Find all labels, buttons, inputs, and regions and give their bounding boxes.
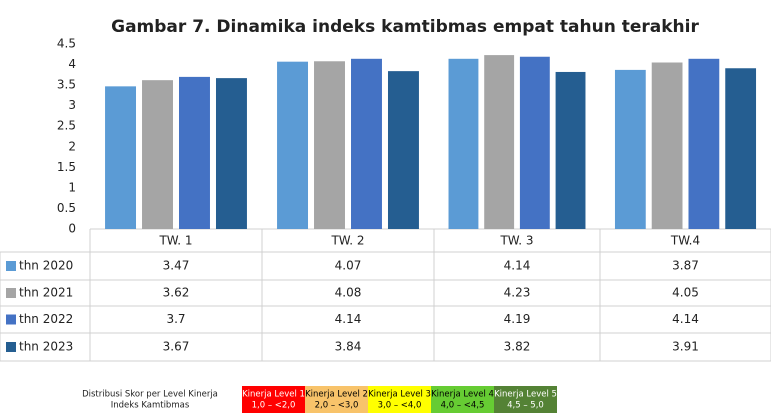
table-cell: 4.08 [335, 286, 362, 300]
legend-label: thn 2022 [19, 312, 73, 326]
table-cell: 4.23 [504, 286, 531, 300]
legend-swatch [6, 314, 16, 325]
y-tick-label: 1 [68, 180, 76, 194]
chart-title: Gambar 7. Dinamika indeks kamtibmas empa… [111, 17, 699, 37]
bar [555, 71, 586, 229]
y-tick-label: 2 [68, 139, 76, 153]
bar [387, 71, 419, 229]
bar [215, 78, 247, 229]
legend-swatch [6, 261, 16, 271]
table-cell: 3.62 [163, 286, 190, 300]
level-range: 3,0 – <4,0 [378, 401, 422, 411]
bar [105, 86, 137, 229]
table-cell: 4.14 [672, 312, 699, 326]
bar [351, 58, 382, 229]
x-tick-label: TW. 1 [158, 234, 192, 248]
table-cell: 3.91 [672, 340, 699, 354]
level-box [368, 386, 431, 413]
legend-swatch [6, 288, 16, 298]
table-cell: 4.14 [504, 259, 531, 273]
table-cell: 3.47 [163, 259, 190, 273]
table-cell: 3.84 [335, 340, 362, 354]
legend-label: thn 2021 [19, 286, 73, 300]
x-tick-label: TW. 2 [330, 234, 364, 248]
bar [484, 55, 515, 229]
level-range: 4,0 – <4,5 [441, 401, 485, 411]
y-tick-label: 4 [68, 57, 76, 71]
bar [519, 56, 550, 229]
bar [142, 80, 173, 229]
level-box [431, 386, 494, 413]
level-range: 4,5 – 5,0 [507, 401, 544, 411]
table-cell: 4.14 [335, 312, 362, 326]
level-label: Kinerja Level 3 [368, 390, 431, 400]
bar [651, 62, 683, 229]
y-tick-label: 1.5 [57, 160, 76, 174]
level-range: 2,0 – <3,0 [315, 401, 359, 411]
bar [277, 61, 309, 229]
level-box [242, 386, 305, 413]
bar [448, 58, 479, 229]
level-label: Kinerja Level 4 [431, 390, 494, 400]
level-label: Kinerja Level 2 [305, 390, 368, 400]
legend-label: thn 2023 [19, 340, 73, 354]
x-tick-label: TW. 3 [499, 234, 533, 248]
bar [614, 69, 646, 230]
y-tick-label: 0 [68, 222, 76, 236]
x-tick-label: TW.4 [670, 234, 700, 248]
footer-title: Indeks Kamtibmas [111, 401, 190, 411]
legend-swatch [6, 342, 16, 352]
y-tick-label: 3 [68, 98, 76, 112]
bar [179, 76, 210, 229]
table-cell: 3.82 [504, 340, 531, 354]
level-box [305, 386, 368, 413]
table-cell: 4.05 [672, 286, 699, 300]
legend-label: thn 2020 [19, 259, 73, 273]
table-cell: 4.07 [335, 259, 362, 273]
level-range: 1,0 – <2,0 [252, 401, 296, 411]
y-tick-label: 2.5 [57, 119, 76, 133]
table-cell: 3.7 [166, 312, 185, 326]
bar [688, 58, 720, 229]
table-cell: 4.19 [504, 312, 531, 326]
table-cell: 3.67 [163, 340, 190, 354]
y-tick-label: 4.5 [57, 37, 76, 51]
table-cell: 3.87 [672, 259, 699, 273]
bar [314, 61, 345, 230]
level-label: Kinerja Level 1 [242, 390, 305, 400]
bar [725, 68, 757, 229]
footer-title: Distribusi Skor per Level Kinerja [82, 390, 218, 400]
level-box [494, 386, 557, 413]
level-label: Kinerja Level 5 [494, 390, 557, 400]
y-tick-label: 0.5 [57, 201, 76, 215]
y-tick-label: 3.5 [57, 78, 76, 92]
